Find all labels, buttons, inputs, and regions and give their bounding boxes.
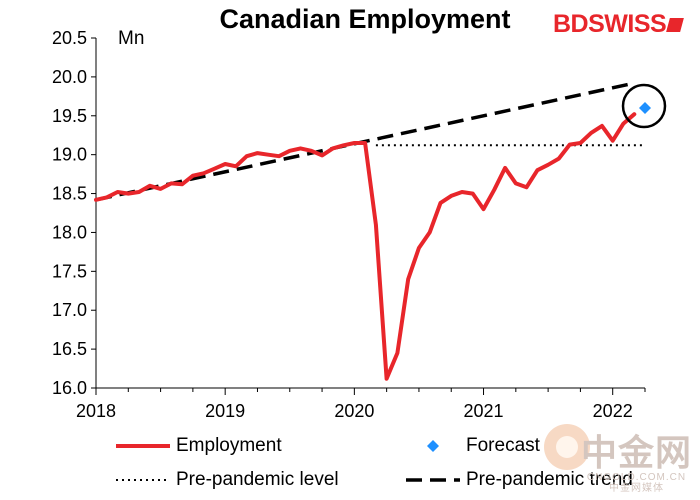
legend-pre-level-label: Pre-pandemic level [176,469,339,490]
legend-pre-trend-label: Pre-pandemic trend [466,469,633,490]
logo-bd-text: BD [553,10,589,38]
y-tick-label: 17.5 [52,261,87,281]
logo-flag-icon [666,18,685,32]
watermark: 中金网 CNGOLD.COM.CN 中金网媒体 [581,424,692,494]
y-tick-label: 20.0 [52,67,87,87]
forecast-marker [639,102,651,114]
series-employment-line [94,112,637,381]
y-tick-label: 20.5 [52,28,87,48]
y-tick-label: 18.0 [52,222,87,242]
legend-forecast-swatch [427,440,439,452]
watermark-url: CNGOLD.COM.CN [586,472,687,483]
watermark-logo-icon [544,424,590,470]
x-tick-label: 2020 [334,401,374,421]
x-tick-label: 2022 [593,401,633,421]
y-tick-label: 18.5 [52,184,87,204]
y-tick-label: 16.0 [52,378,87,398]
x-tick-label: 2019 [205,401,245,421]
watermark-tag: 中金网媒体 [608,483,664,494]
forecast-highlight-circle [621,83,667,129]
legend-employment-label: Employment [176,435,282,456]
watermark-cn: 中金网 [580,432,692,473]
chart-title: Canadian Employment [219,4,511,34]
x-tick-label: 2021 [464,401,504,421]
y-axis-unit: Mn [118,28,145,49]
y-tick-label: 17.0 [52,300,87,320]
y-tick-label: 16.5 [52,339,87,359]
y-tick-label: 19.0 [52,145,87,165]
y-tick-label: 19.5 [52,106,87,126]
brand-logo: BDSWISS [553,10,685,39]
x-tick-label: 2018 [76,401,116,421]
legend-forecast-label: Forecast [466,435,540,456]
logo-swiss-text: SWISS [588,10,667,38]
